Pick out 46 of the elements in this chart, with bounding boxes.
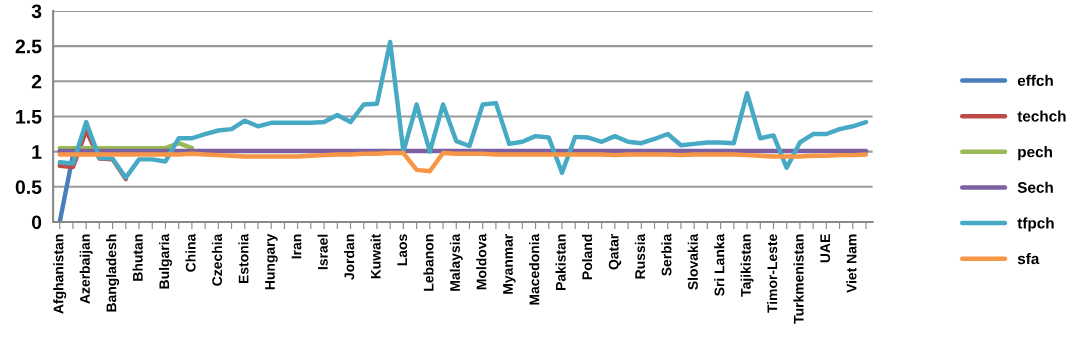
x-tick-label: Turkmenistan [793,234,804,324]
y-tick-label: 1 [32,145,42,159]
y-tick-label: 3 [31,4,42,19]
legend-label: Sech [1017,181,1053,193]
x-tick-label: Serbia [661,233,672,276]
x-tick-label: Kuwait [370,233,381,279]
x-tick-label: Tajikistan [740,234,754,297]
x-tick-label: Viet Nam [846,234,857,293]
y-tick-label: 0 [31,215,42,230]
x-tick-label: Azerbaijan [79,234,93,304]
x-tick-label: Qatar [608,233,622,270]
x-tick-label: Bulgaria [158,233,172,289]
x-tick-label: Lebanon [423,234,434,291]
x-tick-label: Sri Lanka [714,233,725,296]
x-tick-label: Timor-Leste [767,234,778,313]
x-tick-label: Estonia [238,233,249,283]
x-tick-label: Malaysia [449,233,463,291]
x-tick-label: Laos [397,234,408,266]
y-tick-label: 1.5 [16,110,42,124]
x-tick-label: Afghanistan [53,234,67,314]
line-series [57,39,869,180]
x-tick-label: Jordan [344,234,355,280]
legend-label: tfpch [1017,217,1054,232]
y-tick-label: 0.5 [15,180,42,195]
x-tick-label: Slovakia [687,233,698,290]
x-tick-label: Moldova [476,233,487,290]
legend-label: sfa [1017,252,1040,265]
x-tick-label: UAE [820,234,831,263]
legend-label: effch [1017,74,1053,87]
legend-label: pech [1018,146,1052,161]
x-tick-label: Iran [291,234,302,259]
x-tick-label: Czechia [211,233,223,286]
x-tick-label: Israel [317,234,328,270]
x-tick-label: Macedonia [529,233,540,305]
x-tick-label: Bhutan [132,234,143,281]
legend-label: techch [1017,110,1066,122]
x-tick-label: China [185,233,196,272]
x-tick-label: Poland [581,234,593,280]
y-tick-label: 2.5 [15,39,42,54]
x-tick-label: Pakistan [555,234,566,290]
x-tick-label: Hungary [265,233,278,290]
x-tick-label: Bangladesh [106,234,120,312]
line-series [57,150,869,174]
x-tick-label: Myanmar [503,233,516,294]
x-tick-label: Russia [634,233,646,279]
y-tick-label: 2 [31,74,42,89]
